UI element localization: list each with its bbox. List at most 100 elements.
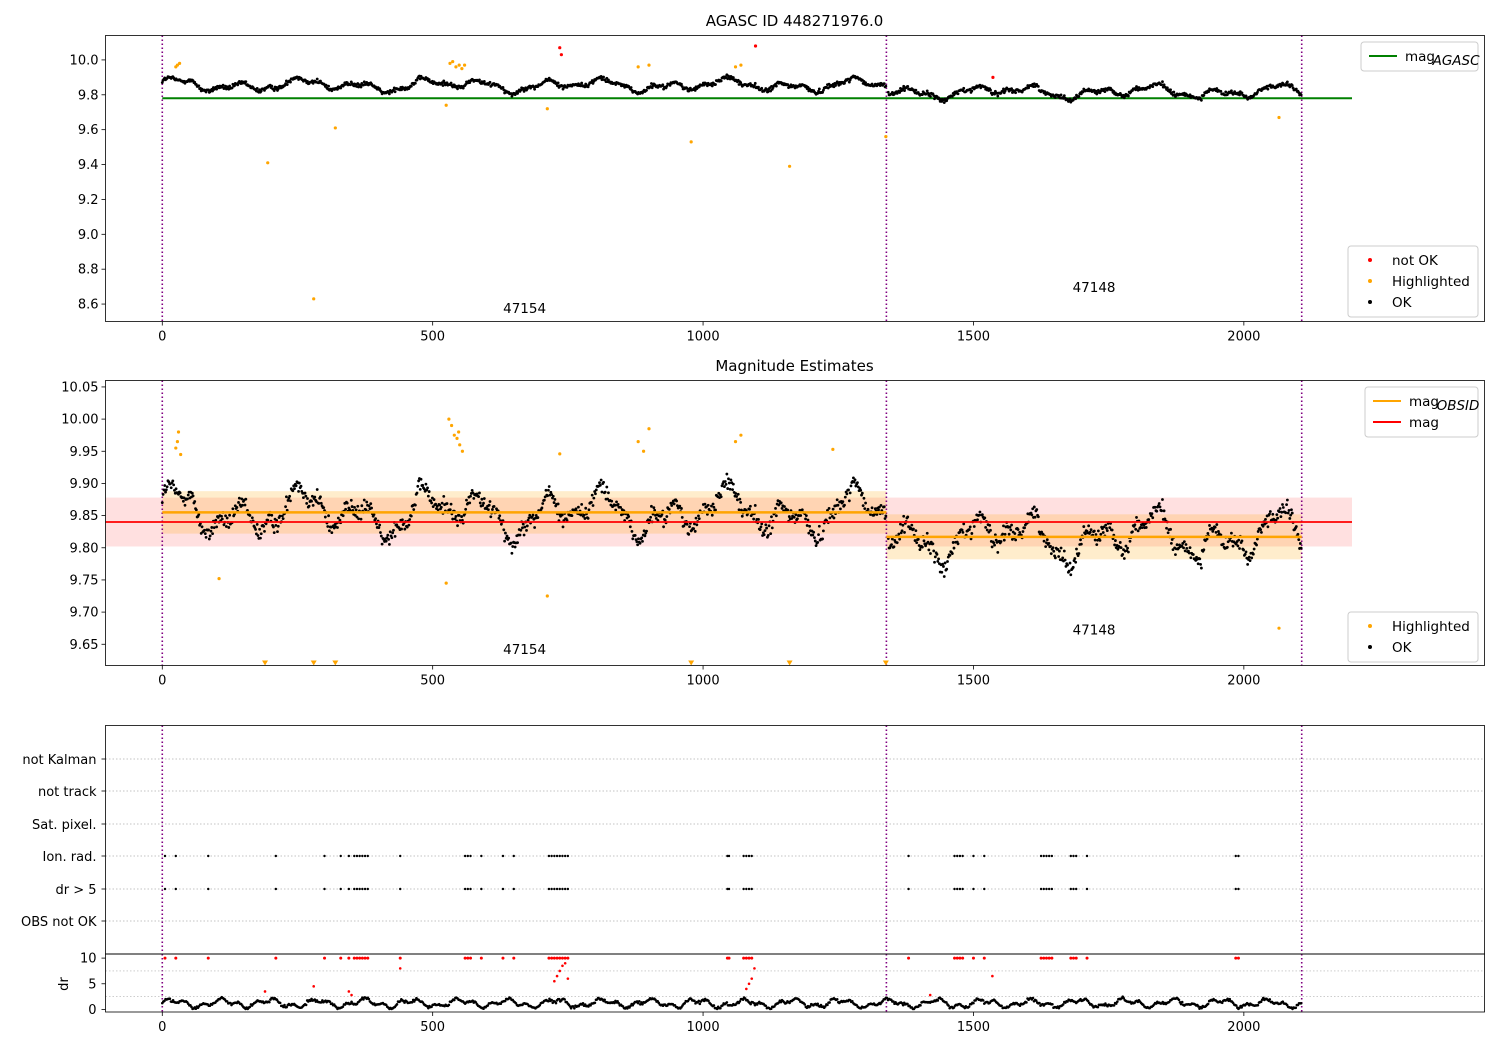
flag-point [1075, 887, 1078, 891]
flag-point [363, 854, 367, 858]
ok-point [1126, 550, 1130, 554]
dr-point [248, 1005, 252, 1009]
dr-point [683, 1001, 686, 1005]
agasc-chart-title: AGASC ID 448271976.0 [706, 12, 884, 30]
legend-box [1347, 611, 1479, 663]
ok-point [310, 499, 313, 503]
dr-point [486, 1004, 490, 1007]
ok-point [1094, 533, 1098, 536]
ok-point [787, 515, 791, 518]
ok-point [167, 480, 171, 484]
ok-point [1184, 543, 1188, 546]
flag-point [347, 854, 351, 858]
ok-point [1121, 552, 1125, 556]
ok-point [561, 525, 565, 529]
flag-point [399, 854, 402, 858]
ok-point [393, 534, 397, 538]
highlighted-point [787, 164, 792, 168]
ok-point [724, 482, 728, 486]
ok-point [236, 83, 240, 87]
ok-point [697, 514, 700, 518]
ok-point [1243, 552, 1247, 556]
ok-point [214, 518, 218, 522]
ok-point [255, 87, 259, 90]
dr-flagged-point [742, 956, 746, 960]
ok-point [306, 497, 309, 500]
ok-point [976, 518, 979, 522]
ok-point [1079, 542, 1083, 546]
dr-point [1259, 1000, 1263, 1003]
ok-point [653, 508, 657, 512]
legend-dot-swatch [1368, 258, 1372, 262]
ok-point [697, 517, 701, 520]
dr-point [828, 1001, 831, 1004]
ok-point [591, 504, 595, 507]
ok-point [297, 481, 301, 485]
ok-point [839, 507, 842, 511]
flag-point [512, 854, 515, 858]
ok-point [1135, 516, 1138, 519]
ok-point [362, 498, 366, 502]
ok-point [989, 88, 992, 92]
legend-box [1360, 41, 1479, 72]
dr-point [573, 1006, 576, 1010]
ok-point [714, 83, 717, 86]
ok-point [1053, 556, 1057, 560]
ok-point [1288, 517, 1292, 520]
ok-point [480, 497, 484, 501]
highlighted-point [884, 135, 888, 139]
ok-point [1067, 569, 1071, 573]
ok-point [1279, 515, 1283, 518]
ok-point [374, 517, 378, 521]
flag-point [480, 887, 483, 891]
ok-point [952, 546, 956, 550]
ok-point [1261, 524, 1265, 528]
dr-point [712, 1004, 716, 1007]
dr-flagged-point [1050, 956, 1054, 960]
ok-point [574, 507, 578, 511]
ok-point [461, 86, 465, 90]
flag-point [750, 887, 753, 891]
ok-point [1101, 531, 1105, 534]
ok-point [305, 501, 309, 505]
ok-point [859, 488, 863, 492]
dr-point [1116, 1000, 1119, 1003]
dr-flagged-point [358, 956, 362, 960]
dr-point [309, 999, 312, 1003]
dr-point [313, 998, 317, 1001]
ok-point [602, 75, 605, 79]
ok-point [503, 539, 506, 543]
ok-point [760, 86, 764, 90]
ok-point [1082, 525, 1086, 528]
flag-point [907, 887, 910, 891]
dr-flagged-point [550, 956, 554, 960]
flag-point [274, 887, 278, 891]
ok-point [649, 515, 653, 519]
ok-point [1114, 539, 1117, 542]
ok-point [465, 498, 468, 502]
dr-point [1226, 997, 1229, 1001]
y-tick-label: 10.0 [70, 53, 99, 68]
ok-point [827, 506, 831, 510]
dr-point [721, 1004, 724, 1007]
ok-point [1068, 561, 1072, 565]
ok-point [1126, 94, 1130, 98]
offscale-marker [262, 660, 269, 666]
dr-point [225, 1000, 229, 1003]
ok-point [1198, 557, 1202, 561]
ok-point [533, 87, 537, 91]
ok-point [365, 500, 369, 504]
ok-point [482, 497, 486, 500]
ok-point [499, 522, 503, 526]
ok-point [527, 516, 531, 520]
ok-point [370, 506, 373, 510]
ok-point [978, 510, 982, 514]
ok-point [899, 522, 902, 526]
flag-point [555, 887, 559, 891]
flag-point [207, 854, 210, 858]
dr-flagged-point [555, 974, 559, 978]
ok-point [259, 89, 263, 93]
ok-point [186, 493, 190, 497]
dr-point [636, 1001, 640, 1005]
ok-point [1256, 530, 1260, 533]
